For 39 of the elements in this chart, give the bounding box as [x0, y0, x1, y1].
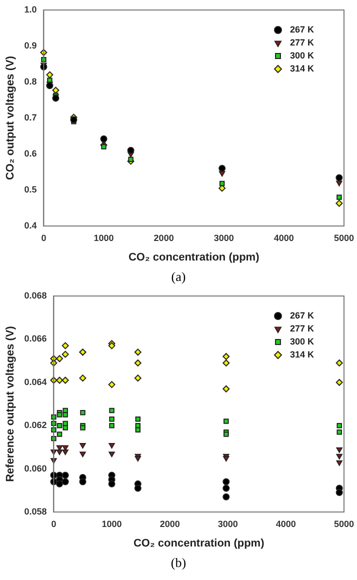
x-tick-label: 1000	[102, 518, 122, 529]
legend-label: 277 K	[290, 323, 315, 334]
y-tick-label: 0.058	[24, 506, 47, 516]
y-tick-label: 1.0	[24, 4, 37, 14]
x-tick-label: 4000	[274, 232, 294, 243]
x-tick-label: 0	[51, 518, 56, 529]
x-axis-title: CO₂ concentration (ppm)	[128, 251, 260, 264]
legend-label: 267 K	[290, 24, 315, 34]
x-tick-label: 2000	[160, 518, 180, 529]
y-tick-label: 0.8	[24, 76, 37, 86]
text: (b)	[170, 554, 188, 572]
x-tick-label: 1000	[94, 232, 114, 243]
text: (a)	[170, 268, 187, 286]
y-tick-label: 0.060	[24, 463, 47, 474]
y-tick-label: 0.064	[24, 376, 47, 387]
legend-label: 314 K	[290, 63, 315, 74]
y-tick-label: 0.068	[24, 290, 47, 300]
x-tick-label: 5000	[334, 232, 354, 243]
y-tick-label: 0.062	[24, 420, 47, 430]
y-axis-title: Reference output voltages (V)	[4, 326, 17, 482]
x-tick-label: 3000	[218, 518, 238, 529]
x-tick-label: 0	[41, 232, 46, 243]
y-tick-label: 0.066	[24, 334, 47, 344]
y-tick-label: 0.7	[24, 112, 37, 122]
x-tick-label: 4000	[276, 518, 296, 529]
y-tick-label: 0.5	[24, 184, 37, 194]
legend-label: 314 K	[290, 349, 315, 360]
y-tick-label: 0.4	[24, 220, 37, 230]
legend-label: 300 K	[290, 50, 315, 60]
y-tick-label: 0.6	[24, 148, 37, 158]
legend-label: 300 K	[290, 336, 315, 346]
x-tick-label: 5000	[334, 518, 354, 529]
x-tick-label: 3000	[214, 232, 234, 243]
x-tick-label: 2000	[154, 232, 174, 243]
legend-label: 267 K	[290, 310, 315, 320]
x-axis-title: CO₂ concentration (ppm)	[133, 537, 265, 550]
y-tick-label: 0.9	[24, 40, 37, 50]
legend-label: 277 K	[290, 37, 315, 48]
y-axis-title: CO₂ output voltages (V)	[4, 56, 17, 180]
